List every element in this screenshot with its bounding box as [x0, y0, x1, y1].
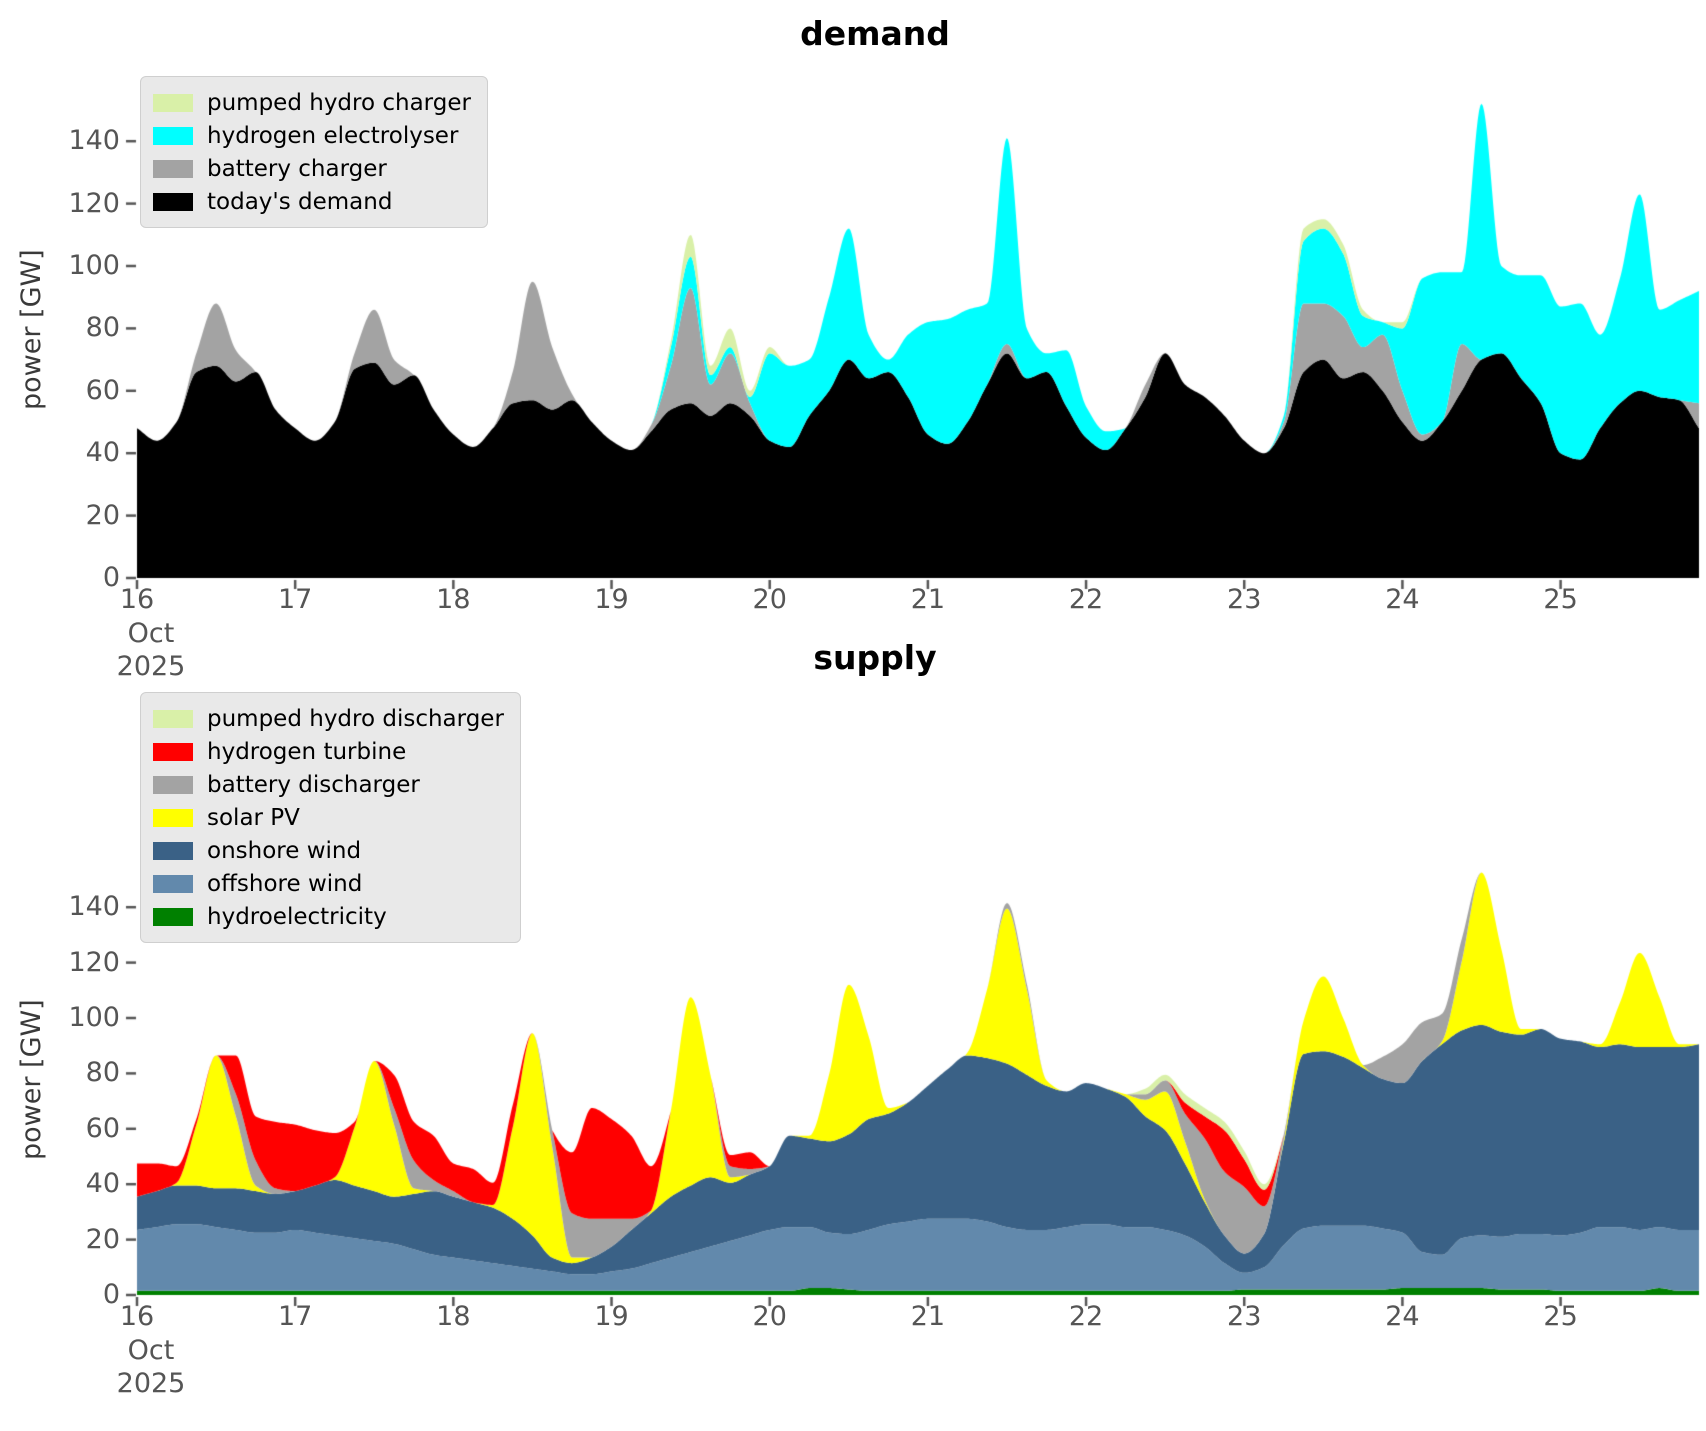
- y-tick-label: 0: [102, 562, 120, 593]
- legend-swatch-offshore-wind: [153, 874, 193, 893]
- legend-item-pumped-hydro-discharger: pumped hydro discharger: [153, 702, 504, 735]
- x-tick-label: 23: [1227, 1301, 1262, 1332]
- legend-label-pumped-hydro-discharger: pumped hydro discharger: [207, 705, 504, 732]
- x-tick-label: 20: [752, 584, 787, 615]
- legend-label-hydroelectricity: hydroelectricity: [207, 903, 387, 930]
- legend-label-pumped-hydro-charger: pumped hydro charger: [207, 89, 471, 116]
- legend-item-hydroelectricity: hydroelectricity: [153, 900, 504, 933]
- x-tick-label: 18: [436, 1301, 471, 1332]
- x-axis-sublabel: Oct: [127, 1335, 175, 1366]
- x-tick-label: 22: [1068, 584, 1104, 615]
- x-tick-label: 21: [910, 584, 946, 615]
- y-tick-label: 20: [85, 1223, 120, 1255]
- y-tick-label: 40: [85, 1168, 120, 1200]
- legend-swatch-pumped-hydro-discharger: [153, 709, 193, 728]
- legend-supply: pumped hydro discharger hydrogen turbine b…: [140, 692, 521, 943]
- x-axis-sublabel: 2025: [116, 1368, 186, 1399]
- x-tick-label: 19: [594, 1301, 629, 1332]
- y-tick-label: 20: [85, 499, 120, 531]
- legend-item-offshore-wind: offshore wind: [153, 867, 504, 900]
- y-tick-label: 120: [68, 187, 120, 219]
- legend-swatch-hydrogen-electrolyser: [153, 126, 193, 145]
- legend-demand: pumped hydro charger hydrogen electrolyse…: [140, 76, 488, 228]
- x-tick-label: 25: [1543, 584, 1578, 615]
- legend-swatch-today-s-demand: [153, 192, 193, 211]
- x-tick-label: 16: [119, 1301, 155, 1332]
- legend-item-battery-charger: battery charger: [153, 152, 471, 185]
- legend-swatch-onshore-wind: [153, 841, 193, 860]
- y-tick-label: 100: [68, 250, 120, 281]
- x-tick-label: 19: [594, 584, 629, 615]
- x-tick-label: 22: [1068, 1301, 1104, 1332]
- legend-label-offshore-wind: offshore wind: [207, 870, 363, 897]
- x-tick-label: 25: [1543, 1301, 1578, 1332]
- y-tick-label: 140: [68, 891, 120, 923]
- legend-item-solar-pv: solar PV: [153, 801, 504, 834]
- legend-item-pumped-hydro-charger: pumped hydro charger: [153, 86, 471, 119]
- x-tick-label: 20: [752, 1301, 787, 1332]
- x-tick-label: 18: [436, 584, 471, 615]
- legend-label-solar-pv: solar PV: [207, 804, 300, 831]
- x-axis-sublabel: Oct: [127, 618, 175, 649]
- legend-swatch-battery-charger: [153, 159, 193, 178]
- legend-item-today-s-demand: today's demand: [153, 185, 471, 218]
- legend-label-battery-discharger: battery discharger: [207, 771, 420, 798]
- x-tick-label: 21: [910, 1301, 946, 1332]
- x-tick-label: 17: [277, 1301, 313, 1332]
- legend-label-onshore-wind: onshore wind: [207, 837, 362, 864]
- y-tick-label: 80: [85, 1057, 120, 1089]
- legend-swatch-battery-discharger: [153, 775, 193, 794]
- legend-label-hydrogen-electrolyser: hydrogen electrolyser: [207, 122, 459, 149]
- y-tick-label: 100: [68, 1002, 120, 1033]
- legend-label-battery-charger: battery charger: [207, 155, 387, 182]
- legend-item-onshore-wind: onshore wind: [153, 834, 504, 867]
- y-tick-label: 80: [85, 312, 120, 344]
- y-tick-label: 40: [85, 437, 120, 469]
- x-tick-label: 16: [119, 584, 155, 615]
- legend-swatch-hydrogen-turbine: [153, 742, 193, 761]
- y-tick-label: 60: [85, 374, 120, 406]
- chart-title-supply: supply: [813, 638, 937, 677]
- y-tick-label: 140: [68, 125, 120, 157]
- legend-swatch-pumped-hydro-charger: [153, 93, 193, 112]
- legend-item-battery-discharger: battery discharger: [153, 768, 504, 801]
- chart-title-demand: demand: [800, 14, 950, 53]
- legend-swatch-hydroelectricity: [153, 907, 193, 926]
- y-tick-label: 120: [68, 946, 120, 978]
- legend-item-hydrogen-turbine: hydrogen turbine: [153, 735, 504, 768]
- y-tick-label: 0: [102, 1279, 120, 1310]
- x-axis-sublabel: 2025: [116, 651, 186, 682]
- x-tick-label: 23: [1227, 584, 1262, 615]
- y-tick-label: 60: [85, 1112, 120, 1144]
- legend-swatch-solar-pv: [153, 808, 193, 827]
- legend-item-hydrogen-electrolyser: hydrogen electrolyser: [153, 119, 471, 152]
- x-tick-label: 24: [1385, 1301, 1420, 1332]
- x-tick-label: 17: [277, 584, 313, 615]
- legend-label-hydrogen-turbine: hydrogen turbine: [207, 738, 407, 765]
- x-tick-label: 24: [1385, 584, 1420, 615]
- legend-label-today-s-demand: today's demand: [207, 188, 393, 215]
